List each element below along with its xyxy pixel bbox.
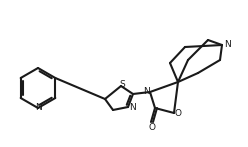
Text: N: N: [129, 103, 135, 112]
Text: S: S: [119, 80, 125, 88]
Text: N: N: [225, 40, 231, 49]
Text: O: O: [149, 122, 155, 132]
Text: N: N: [35, 103, 41, 112]
Text: O: O: [175, 110, 182, 118]
Text: N: N: [143, 86, 149, 96]
